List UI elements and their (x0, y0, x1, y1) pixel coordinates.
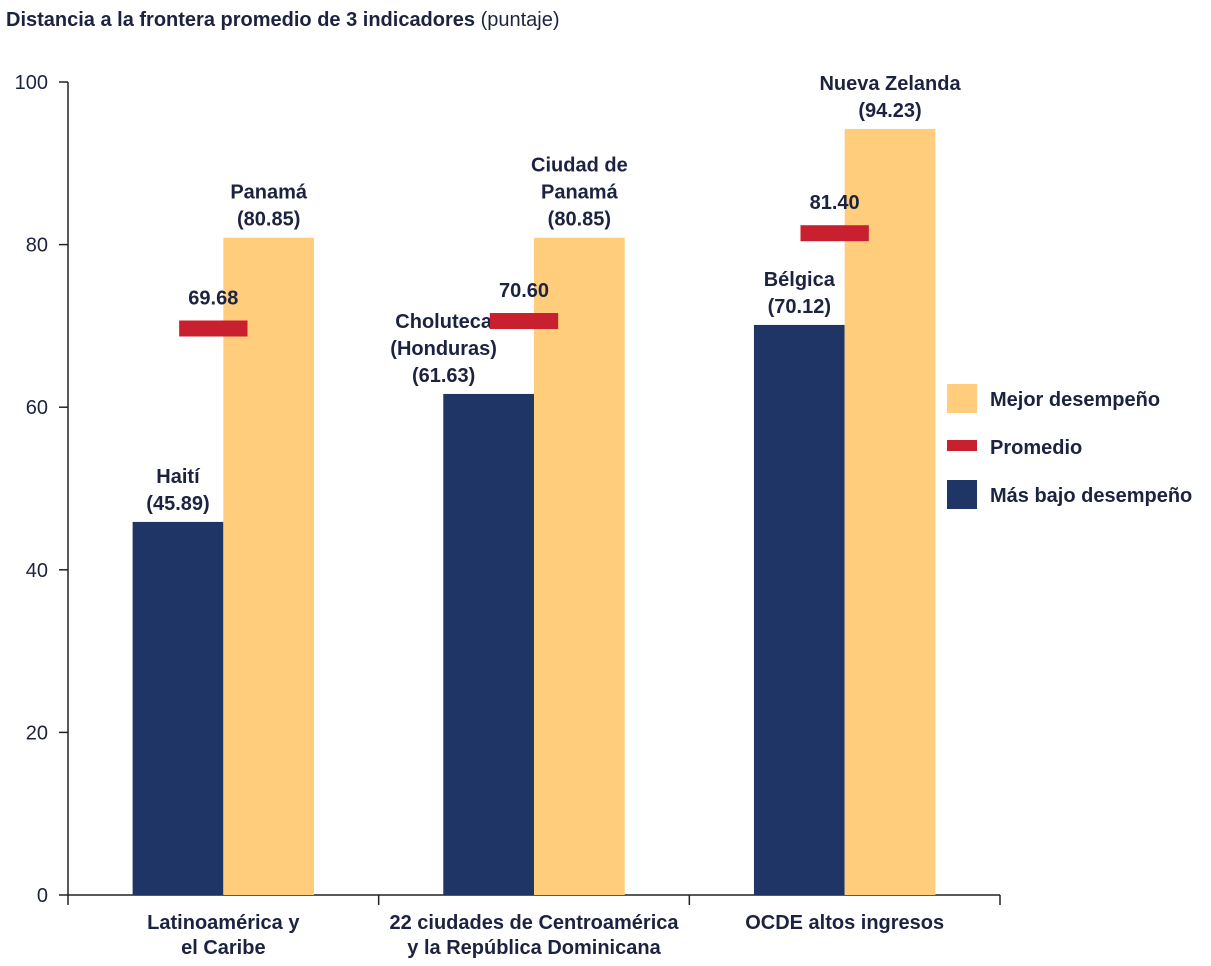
x-tick-label: el Caribe (181, 937, 265, 959)
bar (223, 237, 315, 895)
value-label: 69.68 (188, 288, 238, 310)
y-tick-label: 20 (26, 722, 48, 744)
y-tick-label: 100 (15, 72, 48, 94)
average-marker (800, 225, 869, 242)
value-label: (80.85) (237, 209, 300, 231)
chart-title: Distancia a la frontera promedio de 3 in… (6, 9, 560, 31)
point-label: Nueva Zelanda (819, 73, 961, 95)
point-label: Panamá (230, 182, 308, 204)
point-label: Panamá (541, 182, 619, 204)
value-label: 70.60 (499, 280, 549, 302)
value-label: (70.12) (768, 296, 831, 318)
point-label: Haití (156, 466, 201, 488)
legend-swatch (947, 480, 977, 509)
value-label: (45.89) (146, 493, 209, 515)
average-marker (179, 320, 248, 337)
average-marker (489, 313, 559, 330)
point-label: Choluteca (395, 311, 493, 333)
bar (132, 521, 224, 895)
y-tick-label: 60 (26, 397, 48, 419)
value-label: (61.63) (412, 365, 475, 387)
value-label: 81.40 (810, 192, 860, 214)
legend-label: Más bajo desempeño (990, 485, 1192, 507)
bar (844, 128, 936, 895)
point-label: Bélgica (764, 269, 836, 291)
point-label: Ciudad de (531, 155, 628, 177)
x-tick-label: 22 ciudades de Centroamérica (389, 912, 679, 934)
legend-label: Mejor desempeño (990, 389, 1160, 411)
bar (443, 393, 534, 895)
bar (753, 324, 845, 895)
y-tick-label: 40 (26, 560, 48, 582)
bar (534, 237, 625, 895)
legend-swatch (947, 384, 977, 413)
x-tick-label: OCDE altos ingresos (745, 912, 944, 934)
subtitle: (puntaje) (481, 9, 560, 31)
x-tick-label: Latinoamérica y (147, 912, 300, 934)
legend-label: Promedio (990, 437, 1082, 459)
title: Distancia a la frontera promedio de 3 in… (6, 9, 475, 31)
y-tick-label: 0 (37, 885, 48, 907)
x-tick-label: y la República Dominicana (407, 937, 661, 959)
legend-swatch (947, 440, 977, 451)
point-label: (Honduras) (390, 338, 497, 360)
value-label: (80.85) (548, 209, 611, 231)
value-label: (94.23) (858, 100, 921, 122)
y-tick-label: 80 (26, 235, 48, 257)
